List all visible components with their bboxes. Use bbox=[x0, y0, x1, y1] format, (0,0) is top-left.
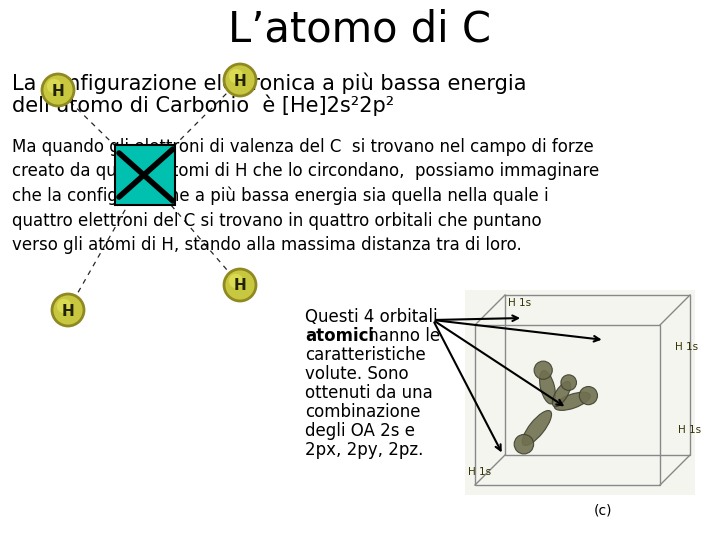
Circle shape bbox=[229, 274, 243, 288]
Text: dell’atomo di Carbonio  è [He]2s²2p²: dell’atomo di Carbonio è [He]2s²2p² bbox=[12, 95, 395, 117]
Text: H 1s: H 1s bbox=[469, 467, 492, 477]
Circle shape bbox=[47, 79, 61, 93]
Ellipse shape bbox=[522, 410, 552, 445]
Circle shape bbox=[534, 361, 552, 379]
Text: 2px, 2py, 2pz.: 2px, 2py, 2pz. bbox=[305, 441, 423, 459]
Circle shape bbox=[229, 69, 243, 83]
Text: (c): (c) bbox=[594, 503, 612, 517]
Circle shape bbox=[514, 435, 534, 454]
Text: L’atomo di C: L’atomo di C bbox=[228, 8, 492, 50]
Circle shape bbox=[561, 375, 577, 390]
Ellipse shape bbox=[539, 370, 555, 404]
Text: combinazione: combinazione bbox=[305, 403, 420, 421]
Text: caratteristiche: caratteristiche bbox=[305, 346, 426, 364]
Text: volute. Sono: volute. Sono bbox=[305, 365, 409, 383]
Bar bbox=[465, 290, 695, 495]
Ellipse shape bbox=[554, 392, 590, 410]
Text: H 1s: H 1s bbox=[675, 342, 698, 352]
Text: Ma quando gli elettroni di valenza del C  si trovano nel campo di forze
creato d: Ma quando gli elettroni di valenza del C… bbox=[12, 138, 599, 254]
Text: La configurazione elettronica a più bassa energia: La configurazione elettronica a più bass… bbox=[12, 72, 526, 93]
Text: H: H bbox=[233, 279, 246, 294]
Circle shape bbox=[42, 74, 74, 106]
Circle shape bbox=[224, 269, 256, 301]
Circle shape bbox=[224, 64, 256, 96]
Text: ottenuti da una: ottenuti da una bbox=[305, 384, 433, 402]
Text: H: H bbox=[233, 73, 246, 89]
Text: degli OA 2s e: degli OA 2s e bbox=[305, 422, 415, 440]
Text: H 1s: H 1s bbox=[508, 298, 531, 308]
Text: atomici: atomici bbox=[305, 327, 374, 345]
Ellipse shape bbox=[552, 381, 571, 407]
Bar bbox=[475, 325, 660, 485]
Text: H 1s: H 1s bbox=[678, 425, 701, 435]
Circle shape bbox=[57, 299, 71, 313]
Circle shape bbox=[580, 387, 598, 404]
Circle shape bbox=[52, 294, 84, 326]
Text: H: H bbox=[52, 84, 64, 98]
Text: Questi 4 orbitali: Questi 4 orbitali bbox=[305, 308, 438, 326]
Text: H: H bbox=[62, 303, 74, 319]
Bar bbox=[115, 145, 175, 205]
Text: hanno le: hanno le bbox=[363, 327, 440, 345]
